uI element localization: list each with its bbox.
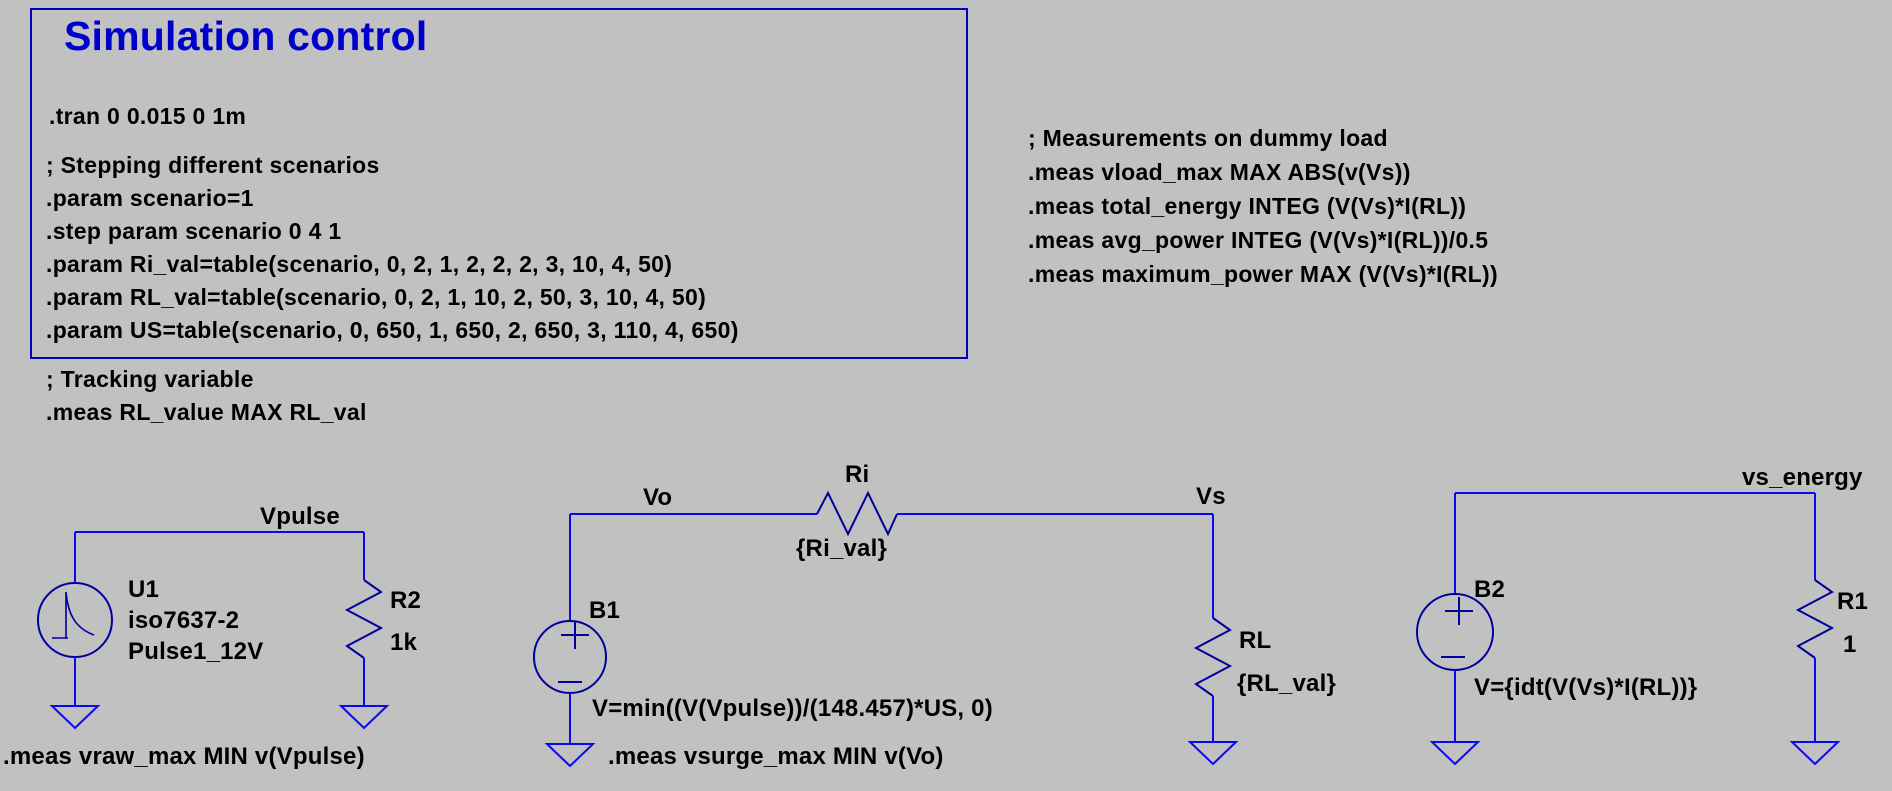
ground-symbol xyxy=(544,741,1239,768)
component-ref-r1[interactable]: R1 xyxy=(1837,588,1869,615)
sim-control-title[interactable]: Simulation control xyxy=(64,13,428,59)
component-ref-u1[interactable]: U1 xyxy=(128,576,160,603)
ground-symbol xyxy=(49,705,390,730)
directive-meas-vsurge-max[interactable]: .meas vsurge_max MIN v(Vo) xyxy=(608,743,944,770)
net-label-vs[interactable]: Vs xyxy=(1196,483,1226,510)
component-value-ri[interactable]: {Ri_val} xyxy=(796,535,887,562)
simulation-control-box xyxy=(30,8,968,359)
directive-param-us[interactable]: .param US=table(scenario, 0, 650, 1, 650… xyxy=(46,317,739,343)
bv-source-symbol-b1[interactable] xyxy=(533,620,607,694)
component-ref-b2[interactable]: B2 xyxy=(1474,576,1506,603)
component-value-pulse1-12v[interactable]: Pulse1_12V xyxy=(128,638,264,665)
pulse-source-symbol-u1[interactable] xyxy=(37,582,113,658)
comment-measurements-dummy-load[interactable]: ; Measurements on dummy load xyxy=(1028,125,1388,151)
net-wire-vs[interactable] xyxy=(897,513,1214,618)
net-label-vs-energy[interactable]: vs_energy xyxy=(1742,464,1863,491)
wire[interactable] xyxy=(74,657,365,706)
directive-param-rl-val[interactable]: .param RL_val=table(scenario, 0, 2, 1, 1… xyxy=(46,284,707,310)
net-wire-vs-energy[interactable] xyxy=(1454,492,1816,594)
net-label-vpulse[interactable]: Vpulse xyxy=(260,503,340,530)
directive-tran[interactable]: .tran 0 0.015 0 1m xyxy=(49,103,247,129)
directive-meas-vraw-max[interactable]: .meas vraw_max MIN v(Vpulse) xyxy=(3,743,365,770)
wire[interactable] xyxy=(1454,658,1816,742)
resistor-symbol-r2[interactable] xyxy=(344,579,384,659)
component-value-rl[interactable]: {RL_val} xyxy=(1237,670,1336,697)
directive-step-param[interactable]: .step param scenario 0 4 1 xyxy=(46,218,342,244)
net-wire-vo[interactable] xyxy=(569,513,817,621)
directive-meas-rl-value[interactable]: .meas RL_value MAX RL_val xyxy=(46,399,367,425)
resistor-symbol-r1[interactable] xyxy=(1795,579,1835,659)
resistor-symbol-rl[interactable] xyxy=(1193,617,1233,697)
component-value-b2[interactable]: V={idt(V(Vs)*I(RL))} xyxy=(1474,674,1698,701)
component-value-b1[interactable]: V=min((V(Vpulse))/(148.457)*US, 0) xyxy=(592,695,993,722)
component-ref-ri[interactable]: Ri xyxy=(845,461,870,488)
directive-meas-vload-max[interactable]: .meas vload_max MAX ABS(v(Vs)) xyxy=(1028,159,1411,185)
ground-symbol xyxy=(1429,741,1841,766)
comment-tracking-variable[interactable]: ; Tracking variable xyxy=(46,366,254,392)
net-label-vo[interactable]: Vo xyxy=(643,484,673,511)
component-ref-r2[interactable]: R2 xyxy=(390,587,422,614)
component-ref-b1[interactable]: B1 xyxy=(589,597,621,624)
directive-param-scenario[interactable]: .param scenario=1 xyxy=(46,185,254,211)
bv-source-symbol-b2[interactable] xyxy=(1416,593,1494,671)
directive-param-ri-val[interactable]: .param Ri_val=table(scenario, 0, 2, 1, 2… xyxy=(46,251,673,277)
component-value-r2[interactable]: 1k xyxy=(390,629,418,656)
component-model-iso7637[interactable]: iso7637-2 xyxy=(128,607,240,634)
component-value-r1[interactable]: 1 xyxy=(1843,631,1857,658)
directive-meas-maximum-power[interactable]: .meas maximum_power MAX (V(Vs)*I(RL)) xyxy=(1028,261,1498,287)
net-wire-vpulse[interactable] xyxy=(74,531,365,583)
component-ref-rl[interactable]: RL xyxy=(1239,627,1272,654)
comment-stepping-scenarios[interactable]: ; Stepping different scenarios xyxy=(46,152,380,178)
directive-meas-total-energy[interactable]: .meas total_energy INTEG (V(Vs)*I(RL)) xyxy=(1028,193,1467,219)
resistor-symbol-ri[interactable] xyxy=(816,490,898,537)
directive-meas-avg-power[interactable]: .meas avg_power INTEG (V(Vs)*I(RL))/0.5 xyxy=(1028,227,1489,253)
wire[interactable] xyxy=(569,693,1214,744)
